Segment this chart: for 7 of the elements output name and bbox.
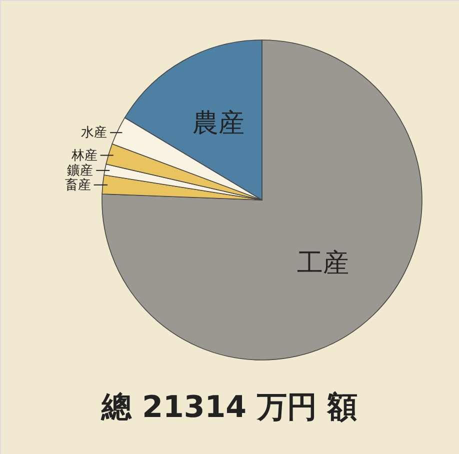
slice-label: 農産 [192,108,245,138]
slice-label: 鑛産 [67,162,94,178]
slice-label: 水産 [81,124,108,141]
slice-label: 畜産 [64,176,91,193]
text: 總 21314 万円 額 [100,390,358,425]
slice-label: 工産 [297,248,350,278]
slice-label: 林産 [70,147,98,164]
